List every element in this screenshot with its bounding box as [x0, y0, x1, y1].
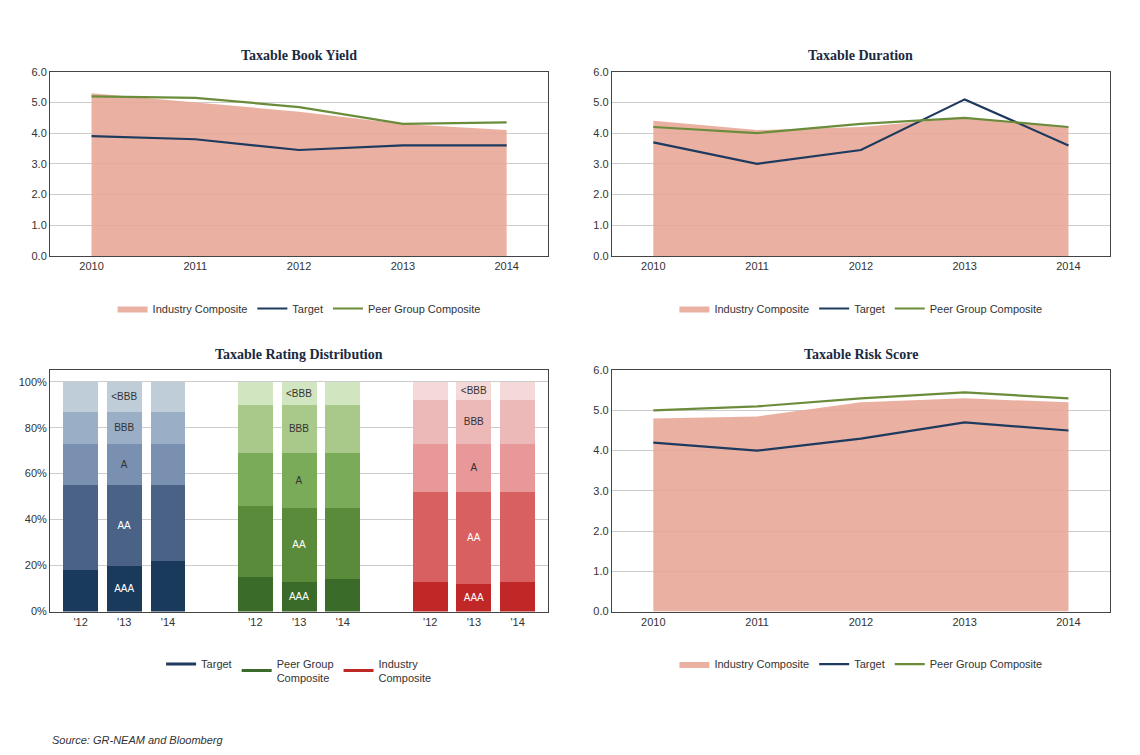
svg-text:AAA: AAA: [289, 591, 309, 602]
svg-text:2014: 2014: [494, 260, 518, 272]
svg-text:6.0: 6.0: [593, 66, 608, 78]
svg-text:Target: Target: [201, 658, 232, 670]
svg-text:AA: AA: [292, 539, 306, 550]
svg-text:2013: 2013: [952, 616, 976, 628]
svg-text:6.0: 6.0: [32, 66, 47, 78]
svg-text:2011: 2011: [183, 260, 207, 272]
svg-text:2010: 2010: [79, 260, 103, 272]
svg-text:6.0: 6.0: [593, 364, 608, 376]
svg-text:Peer Group Composite: Peer Group Composite: [930, 303, 1043, 315]
svg-text:2.0: 2.0: [593, 525, 608, 537]
svg-text:BBB: BBB: [114, 422, 134, 433]
svg-text:'12: '12: [248, 616, 262, 628]
svg-text:'12: '12: [423, 616, 437, 628]
svg-text:Peer GroupComposite: Peer GroupComposite: [277, 658, 334, 684]
svg-text:1.0: 1.0: [32, 219, 47, 231]
svg-text:Peer Group Composite: Peer Group Composite: [930, 658, 1043, 670]
svg-text:AA: AA: [117, 520, 131, 531]
svg-text:2011: 2011: [745, 616, 769, 628]
svg-text:A: A: [470, 462, 477, 473]
svg-text:5.0: 5.0: [593, 404, 608, 416]
svg-text:AAA: AAA: [464, 592, 484, 603]
svg-text:3.0: 3.0: [593, 485, 608, 497]
svg-text:2014: 2014: [1056, 616, 1080, 628]
svg-text:AAA: AAA: [114, 583, 134, 594]
svg-text:2012: 2012: [849, 260, 873, 272]
svg-text:'13: '13: [117, 616, 131, 628]
svg-text:0%: 0%: [31, 605, 47, 617]
svg-text:2011: 2011: [745, 260, 769, 272]
svg-text:2013: 2013: [391, 260, 415, 272]
svg-text:5.0: 5.0: [32, 96, 47, 108]
svg-text:Peer Group Composite: Peer Group Composite: [368, 303, 481, 315]
svg-text:IndustryComposite: IndustryComposite: [379, 658, 432, 684]
svg-text:AA: AA: [467, 532, 481, 543]
svg-text:'14: '14: [510, 616, 524, 628]
svg-text:2.0: 2.0: [32, 188, 47, 200]
svg-text:A: A: [296, 475, 303, 486]
svg-text:<BBB: <BBB: [111, 391, 137, 402]
svg-text:Industry Composite: Industry Composite: [714, 303, 809, 315]
svg-text:3.0: 3.0: [32, 158, 47, 170]
svg-text:Target: Target: [854, 658, 885, 670]
svg-text:0.0: 0.0: [32, 250, 47, 262]
svg-text:Taxable Rating Distribution: Taxable Rating Distribution: [215, 347, 383, 362]
svg-text:1.0: 1.0: [593, 565, 608, 577]
svg-text:60%: 60%: [25, 467, 47, 479]
svg-text:40%: 40%: [25, 513, 47, 525]
svg-text:2.0: 2.0: [593, 188, 608, 200]
svg-text:Industry Composite: Industry Composite: [714, 658, 809, 670]
svg-text:2012: 2012: [287, 260, 311, 272]
svg-text:2013: 2013: [952, 260, 976, 272]
svg-text:0.0: 0.0: [593, 250, 608, 262]
svg-text:<BBB: <BBB: [286, 388, 312, 399]
svg-text:80%: 80%: [25, 422, 47, 434]
svg-text:Source: GR-NEAM and Bloomberg: Source: GR-NEAM and Bloomberg: [52, 734, 223, 746]
svg-text:'14: '14: [336, 616, 350, 628]
svg-text:1.0: 1.0: [593, 219, 608, 231]
svg-text:2012: 2012: [849, 616, 873, 628]
svg-text:Industry Composite: Industry Composite: [153, 303, 248, 315]
svg-text:Target: Target: [292, 303, 323, 315]
svg-text:BBB: BBB: [464, 416, 484, 427]
svg-text:4.0: 4.0: [32, 127, 47, 139]
svg-text:'14: '14: [161, 616, 175, 628]
svg-text:A: A: [121, 459, 128, 470]
svg-text:0.0: 0.0: [593, 605, 608, 617]
svg-text:100%: 100%: [19, 376, 47, 388]
svg-text:4.0: 4.0: [593, 127, 608, 139]
svg-text:2014: 2014: [1056, 260, 1080, 272]
svg-text:BBB: BBB: [289, 423, 309, 434]
svg-text:<BBB: <BBB: [461, 385, 487, 396]
svg-text:Taxable Risk Score: Taxable Risk Score: [804, 347, 918, 362]
svg-text:Target: Target: [854, 303, 885, 315]
svg-text:4.0: 4.0: [593, 444, 608, 456]
svg-text:2010: 2010: [641, 616, 665, 628]
svg-text:20%: 20%: [25, 559, 47, 571]
svg-text:2010: 2010: [641, 260, 665, 272]
svg-text:3.0: 3.0: [593, 158, 608, 170]
svg-text:Taxable Book Yield: Taxable Book Yield: [241, 48, 357, 63]
svg-text:Taxable Duration: Taxable Duration: [808, 48, 913, 63]
svg-text:'13: '13: [467, 616, 481, 628]
svg-text:5.0: 5.0: [593, 96, 608, 108]
svg-text:'12: '12: [73, 616, 87, 628]
svg-text:'13: '13: [292, 616, 306, 628]
